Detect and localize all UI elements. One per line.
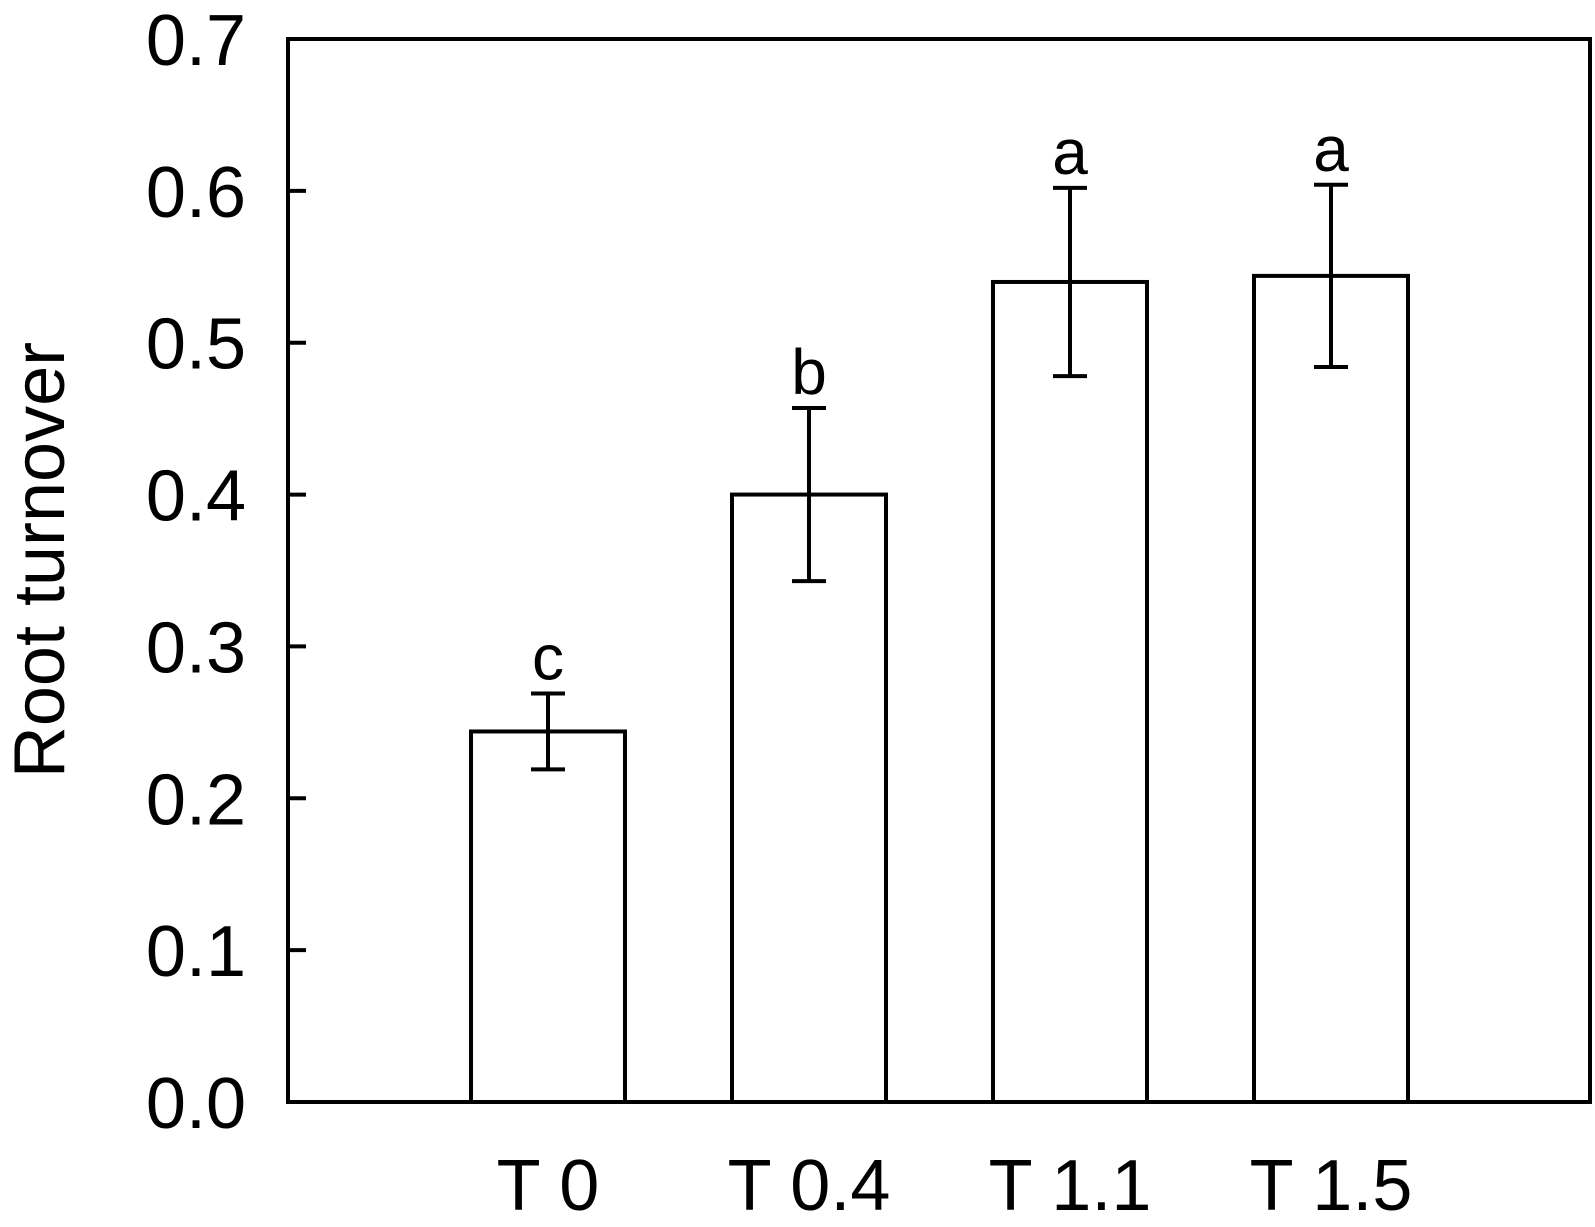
y-tick-label: 0.7 (146, 1, 246, 81)
y-tick-label: 0.3 (146, 608, 246, 688)
plot-frame (286, 37, 1592, 1104)
y-tick-label: 0.0 (146, 1064, 246, 1144)
y-tick-label: 0.1 (146, 912, 246, 992)
significance-letter: a (1052, 116, 1088, 188)
y-tick-label: 0.6 (146, 153, 246, 233)
significance-letter: a (1313, 113, 1349, 185)
bar (991, 279, 1149, 1104)
x-category-label: T 0.4 (728, 1146, 891, 1222)
x-category-label: T 1.5 (1250, 1146, 1413, 1222)
bar (730, 492, 888, 1105)
y-tick-label: 0.2 (146, 760, 246, 840)
x-category-label: T 0 (497, 1146, 600, 1222)
y-tick-label: 0.4 (146, 457, 246, 537)
y-axis-title: Root turnover (0, 342, 80, 778)
x-category-label: T 1.1 (989, 1146, 1152, 1222)
significance-letter: c (532, 622, 564, 694)
bar (1252, 273, 1410, 1104)
bar (469, 729, 627, 1104)
y-tick-label: 0.5 (146, 305, 246, 385)
significance-letter: b (791, 336, 827, 408)
